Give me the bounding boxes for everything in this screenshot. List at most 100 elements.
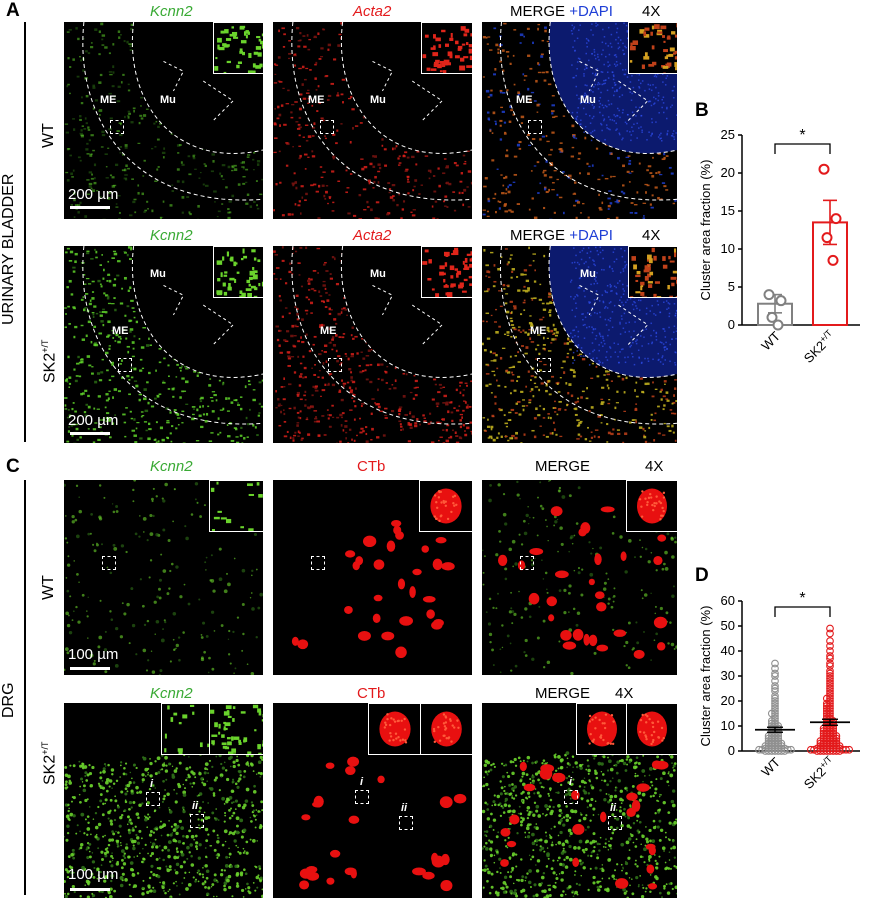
data-point	[845, 745, 854, 754]
inset-puncta	[674, 34, 677, 38]
inset-puncta	[422, 261, 428, 265]
side-label-drg: DRG	[0, 682, 17, 718]
inset-puncta	[248, 283, 251, 287]
ctb-cell	[422, 596, 436, 603]
ctb-cell	[646, 864, 655, 874]
ctb-cell	[546, 596, 557, 607]
drg-signal	[299, 756, 467, 892]
inset-puncta	[469, 263, 472, 268]
data-point	[826, 659, 834, 668]
mucosa-outline	[548, 22, 677, 154]
mucosa-outline	[341, 246, 472, 378]
inset-puncta	[441, 29, 446, 33]
inset-zoom	[209, 703, 264, 755]
inset-puncta	[210, 487, 215, 492]
ctb-puncta	[390, 717, 393, 720]
inset-puncta	[225, 705, 232, 710]
data-point	[826, 654, 834, 663]
ctb-puncta	[651, 503, 654, 507]
micrograph-bladder-sk2-merge	[482, 246, 677, 443]
roi-box	[102, 556, 116, 570]
inset-puncta	[669, 295, 673, 297]
ctb-cell	[431, 855, 446, 868]
ctb-cell	[615, 878, 629, 889]
serosa-outline	[82, 246, 263, 425]
inset-puncta	[220, 30, 225, 34]
y-tick-label: 0	[728, 743, 735, 758]
inset-puncta	[218, 723, 221, 729]
inset-puncta	[443, 272, 446, 276]
inset-puncta	[673, 248, 677, 253]
inset-puncta	[226, 60, 231, 64]
ctb-puncta	[650, 742, 653, 746]
ctb-cell	[330, 849, 341, 858]
ctb-puncta	[397, 735, 400, 739]
ctb-cell	[344, 605, 353, 614]
ctb-puncta	[639, 718, 643, 722]
ctb-puncta	[397, 719, 400, 723]
data-point	[826, 674, 834, 683]
data-point	[835, 747, 844, 755]
ctb-puncta	[388, 723, 392, 727]
inset-puncta	[660, 25, 667, 30]
data-point	[826, 672, 834, 680]
inset-puncta	[258, 38, 262, 42]
inset-puncta	[449, 53, 453, 59]
scale-bar	[70, 432, 110, 435]
ctb-puncta	[588, 720, 592, 723]
inset-zoom	[209, 480, 264, 532]
inset-puncta	[657, 31, 663, 34]
serosa-outline	[291, 22, 472, 201]
ctb-puncta	[400, 719, 403, 722]
inset-puncta	[661, 35, 666, 38]
channel-label-acta2: Acta2	[353, 3, 392, 20]
inset-texture	[637, 711, 667, 747]
ctb-puncta	[644, 497, 647, 500]
y-axis-label: Cluster area fraction (%)	[698, 160, 713, 301]
inset-puncta	[460, 26, 466, 31]
inset-puncta	[258, 752, 262, 754]
data-point	[813, 747, 822, 755]
inset-puncta	[214, 722, 218, 728]
inset-puncta	[257, 746, 261, 750]
inset-puncta	[670, 276, 677, 280]
micrograph-texture	[291, 519, 457, 659]
ctb-puncta	[612, 720, 615, 723]
inset-zoom	[628, 246, 678, 298]
inset-puncta	[192, 711, 195, 715]
ctb-puncta	[446, 517, 450, 521]
ctb-puncta	[662, 509, 665, 513]
inset-puncta	[439, 70, 443, 73]
inset-puncta	[260, 40, 263, 45]
data-point	[766, 311, 778, 323]
ctb-puncta	[650, 734, 654, 737]
y-tick-label: 25	[721, 127, 735, 142]
tissue-label-me: ME	[516, 94, 533, 106]
channel-label-4x: 4X	[642, 3, 661, 20]
chart-b: 0 5 10 15 20 25 Cluster area fraction (%) WT SK2…	[690, 100, 875, 400]
inset-puncta	[253, 295, 258, 297]
roi-box-ii	[399, 816, 413, 830]
ctb-puncta	[457, 726, 460, 729]
ctb-puncta	[383, 726, 387, 729]
inset-puncta	[232, 718, 235, 722]
ctb-cell	[397, 578, 406, 590]
inset-puncta	[445, 254, 449, 257]
inset-puncta	[457, 45, 463, 50]
inset-puncta	[255, 65, 262, 69]
inset-puncta	[649, 271, 654, 276]
ctb-puncta	[444, 721, 448, 724]
ctb-puncta	[661, 739, 664, 742]
inset-texture	[216, 248, 263, 297]
ctb-puncta	[588, 714, 592, 718]
x-tick-label: SK2+/T	[800, 327, 838, 365]
inset-puncta	[648, 258, 653, 264]
ctb-puncta	[453, 726, 456, 729]
scale-bar-label: 200 µm	[68, 412, 119, 429]
inset-puncta	[470, 251, 472, 256]
inset-puncta	[211, 529, 215, 531]
ctb-puncta	[384, 723, 388, 727]
data-point	[830, 213, 842, 225]
ctb-puncta	[644, 713, 647, 716]
ctb-cell	[386, 540, 396, 552]
